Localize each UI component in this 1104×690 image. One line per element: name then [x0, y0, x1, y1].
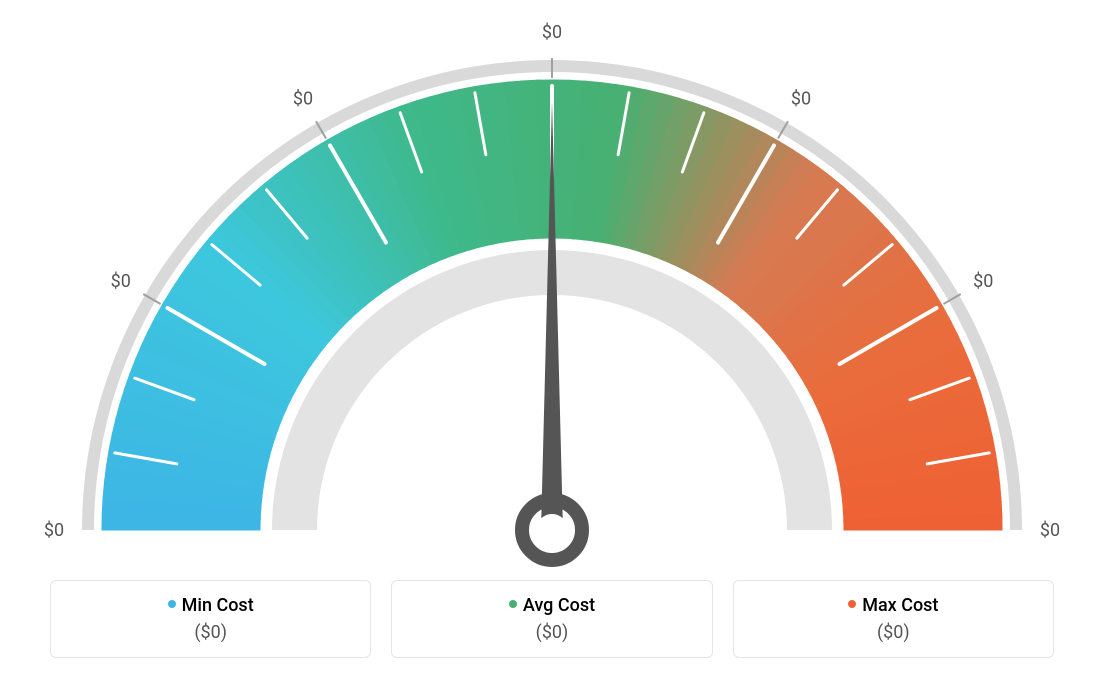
max-dot-icon: [848, 600, 856, 608]
gauge-tick-label: $0: [111, 271, 131, 292]
avg-label-text: Avg Cost: [523, 595, 595, 616]
avg-dot-icon: [509, 600, 517, 608]
max-cost-label: Max Cost: [754, 595, 1033, 616]
legend-cards: Min Cost ($0) Avg Cost ($0) Max Cost ($0…: [40, 580, 1064, 658]
gauge-tick-label: $0: [293, 89, 313, 110]
avg-cost-label: Avg Cost: [412, 595, 691, 616]
min-dot-icon: [168, 600, 176, 608]
avg-cost-card: Avg Cost ($0): [391, 580, 712, 658]
avg-cost-value: ($0): [412, 622, 691, 643]
min-cost-card: Min Cost ($0): [50, 580, 371, 658]
gauge-tick-label: $0: [542, 22, 562, 43]
min-cost-label: Min Cost: [71, 595, 350, 616]
gauge: $0 $0 $0 $0 $0 $0 $0: [40, 10, 1064, 570]
gauge-chart-container: $0 $0 $0 $0 $0 $0 $0 Min Cost ($0) Avg Cost ($…: [0, 0, 1104, 690]
gauge-tick-label: $0: [1040, 520, 1060, 541]
gauge-tick-label: $0: [791, 89, 811, 110]
max-cost-card: Max Cost ($0): [733, 580, 1054, 658]
gauge-tick-label: $0: [973, 271, 993, 292]
max-label-text: Max Cost: [862, 595, 938, 616]
min-cost-value: ($0): [71, 622, 350, 643]
min-label-text: Min Cost: [182, 595, 254, 616]
max-cost-value: ($0): [754, 622, 1033, 643]
gauge-tick-label: $0: [44, 520, 64, 541]
